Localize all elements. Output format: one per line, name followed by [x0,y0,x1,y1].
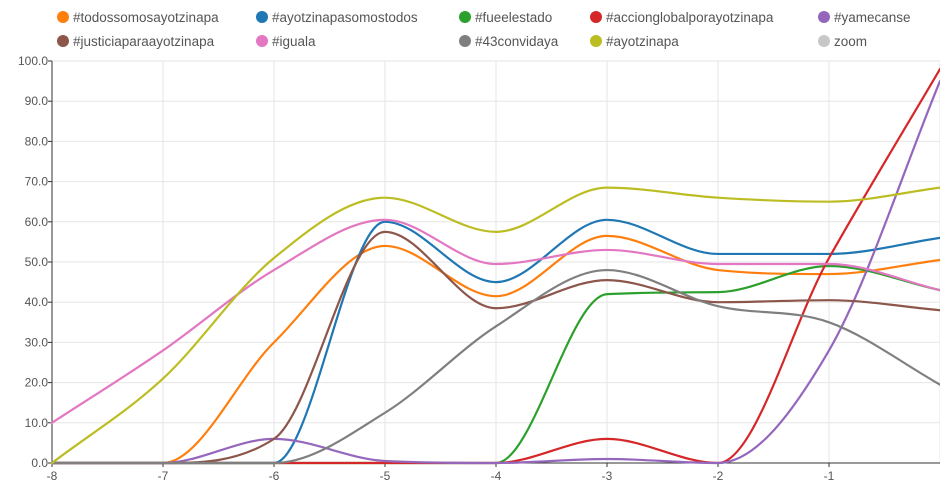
x-axis: -8 -7 -6 -5 -4 -3 -2 -1 [47,462,940,483]
y-tick-label: 40.0 [25,295,49,309]
legend-item-ayotzinapa[interactable]: #ayotzinapa [590,34,679,49]
y-tick-label: 60.0 [25,215,49,229]
legend-label[interactable]: #43convidaya [475,34,559,49]
legend: #todossomosayotzinapa #ayotzinapasomostod… [57,10,911,49]
series-line-iguala [50,218,940,424]
legend-item-todossomosayotzinapa[interactable]: #todossomosayotzinapa [57,10,219,25]
x-tick-label: -7 [158,469,169,483]
legend-item-justiciaparaayotzinapa[interactable]: #justiciaparaayotzinapa [57,34,215,49]
series-line-yamecanse [50,80,940,465]
x-tick-label: -1 [824,469,835,483]
y-tick-label: 0.0 [31,456,48,470]
series-line-justiciaparaayotzinapa [50,230,940,465]
legend-item-accionglobalporayotzinapa[interactable]: #accionglobalporayotzinapa [590,10,774,25]
legend-label[interactable]: #fueelestado [475,10,552,25]
y-tick-label: 30.0 [25,335,49,349]
x-tick-label: -3 [602,469,613,483]
y-tick-label: 80.0 [25,134,49,148]
legend-label[interactable]: #iguala [272,34,316,49]
y-tick-label: 70.0 [25,175,49,189]
y-tick-label: 50.0 [25,255,49,269]
y-tick-label: 90.0 [25,94,49,108]
y-axis: 0.0 10.0 20.0 30.0 40.0 50.0 60.0 70.0 80.0 90.0 1… [18,54,53,470]
legend-swatch[interactable] [818,11,830,23]
series-lines [50,67,940,465]
legend-item-zoom[interactable]: zoom [818,34,867,49]
legend-label[interactable]: #todossomosayotzinapa [73,10,219,25]
legend-swatch[interactable] [459,11,471,23]
horizontal-gridlines [52,60,940,464]
x-tick-label: -6 [269,469,280,483]
legend-swatch[interactable] [256,35,268,47]
legend-swatch[interactable] [57,11,69,23]
series-line-ayotzinapa [50,186,940,465]
legend-label[interactable]: #ayotzinapa [606,34,679,49]
x-tick-label: -4 [491,469,502,483]
legend-item-ayotzinapasomostodos[interactable]: #ayotzinapasomostodos [256,10,418,25]
legend-label[interactable]: zoom [834,34,867,49]
legend-item-iguala[interactable]: #iguala [256,34,316,49]
legend-item-43convidaya[interactable]: #43convidaya [459,34,559,49]
legend-swatch[interactable] [256,11,268,23]
series-line-todossomosayotzinapa [50,234,940,465]
y-tick-label: 10.0 [25,416,49,430]
legend-swatch[interactable] [57,35,69,47]
legend-item-yamecanse[interactable]: #yamecanse [818,10,911,25]
legend-item-fueelestado[interactable]: #fueelestado [459,10,552,25]
legend-swatch[interactable] [590,11,602,23]
legend-swatch[interactable] [459,35,471,47]
y-tick-label: 100.0 [18,54,48,68]
x-tick-label: -8 [47,469,58,483]
y-tick-label: 20.0 [25,376,49,390]
legend-swatch[interactable] [818,35,830,47]
legend-label[interactable]: #ayotzinapasomostodos [272,10,418,25]
legend-swatch[interactable] [590,35,602,47]
legend-label[interactable]: #yamecanse [834,10,911,25]
x-tick-label: -2 [713,469,724,483]
x-tick-label: -5 [380,469,391,483]
legend-label[interactable]: #accionglobalporayotzinapa [606,10,774,25]
series-line-43convidaya [50,268,940,465]
legend-label[interactable]: #justiciaparaayotzinapa [73,34,215,49]
